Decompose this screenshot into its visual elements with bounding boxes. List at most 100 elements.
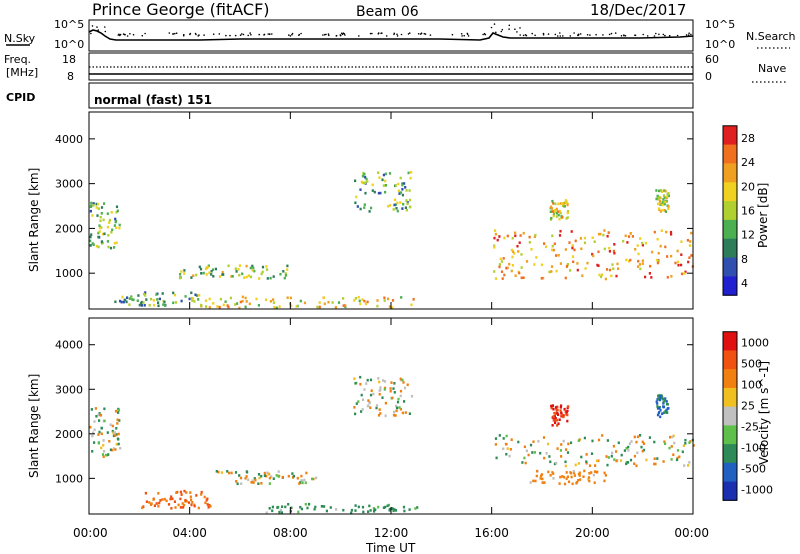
- range-gate-cell: [374, 508, 377, 511]
- x-tick-label: 00:00: [674, 526, 709, 540]
- range-gate-cell: [676, 260, 680, 264]
- range-gate-cell: [375, 404, 379, 407]
- range-gate-cell: [683, 272, 686, 275]
- range-gate-cell: [619, 459, 623, 462]
- nsearch-point: [610, 32, 613, 35]
- colorbar-segment: [723, 481, 737, 501]
- range-gate-cell: [240, 482, 243, 485]
- range-gate-cell: [514, 274, 517, 277]
- range-gate-cell: [557, 210, 560, 213]
- range-gate-cell: [206, 265, 209, 269]
- range-gate-cell: [603, 471, 606, 475]
- range-gate-cell: [100, 226, 103, 229]
- colorbar-tick-label: 500: [741, 357, 762, 370]
- range-gate-cell: [234, 471, 238, 474]
- range-gate-cell: [323, 505, 326, 508]
- colorbar-segment: [723, 387, 737, 408]
- nsearch-point: [126, 35, 129, 37]
- range-gate-cell: [102, 455, 105, 458]
- time-axis: 00:00 04:00 08:00 12:00 16:00 20:00 00:00: [73, 112, 709, 540]
- range-gate-cell: [97, 235, 100, 239]
- nsky-panel: N.Sky 10^5 10^0 10^5 10^0 N.Search: [4, 18, 796, 52]
- range-gate-cell: [554, 210, 557, 214]
- range-gate-cell: [114, 434, 117, 437]
- range-gate-cell: [376, 299, 379, 302]
- range-gate-cell: [549, 474, 552, 477]
- range-gate-cell: [269, 300, 272, 303]
- range-gate-cell: [384, 505, 387, 509]
- colorbar-tick-label: 25: [741, 400, 755, 413]
- nave-tick-top: 60: [705, 53, 719, 66]
- range-gate-cell: [552, 472, 555, 475]
- range-gate-cell: [92, 202, 95, 205]
- range-gate-cell: [379, 191, 382, 195]
- nsearch-point: [577, 34, 579, 37]
- range-gate-cell: [499, 257, 502, 261]
- nsearch-point: [482, 33, 484, 36]
- range-gate-cell: [260, 482, 263, 485]
- range-gate-cell: [601, 434, 604, 437]
- range-gate-cell: [595, 471, 598, 474]
- nsearch-point: [242, 33, 245, 36]
- range-gate-cell: [655, 400, 658, 404]
- nsearch-point: [573, 32, 575, 34]
- nsearch-point: [122, 33, 125, 35]
- range-gate-cell: [520, 253, 523, 256]
- nsearch-point: [198, 34, 200, 36]
- range-gate-cell: [191, 299, 194, 302]
- range-gate-cell: [193, 300, 196, 303]
- range-gate-cell: [350, 511, 353, 515]
- range-gate-cell: [279, 508, 283, 512]
- range-gate-cell: [555, 211, 559, 215]
- range-gate-cell: [641, 243, 644, 247]
- range-gate-cell: [100, 432, 103, 436]
- range-gate-cell: [384, 172, 387, 176]
- nsearch-point: [562, 35, 564, 37]
- x-tick-label: 20:00: [575, 526, 610, 540]
- range-gate-cell: [663, 189, 666, 192]
- range-gate-cell: [179, 490, 182, 494]
- range-gate-cell: [541, 481, 544, 484]
- range-gate-cell: [552, 202, 555, 205]
- range-gate-cell: [566, 451, 570, 454]
- range-gate-cell: [118, 223, 121, 227]
- range-gate-cell: [573, 471, 576, 475]
- range-gate-cell: [518, 241, 521, 244]
- range-gate-cell: [89, 239, 92, 243]
- range-gate-cell: [238, 306, 241, 310]
- range-gate-cell: [552, 210, 555, 213]
- range-gate-cell: [656, 407, 660, 410]
- y-tick-label: 3000: [55, 383, 83, 396]
- range-gate-cell: [389, 204, 392, 207]
- range-gate-cell: [493, 270, 496, 273]
- range-gate-cell: [557, 254, 560, 257]
- range-gate-cell: [682, 444, 685, 447]
- range-gate-cell: [401, 193, 404, 197]
- range-gate-cell: [377, 377, 380, 380]
- range-gate-cell: [278, 305, 281, 308]
- range-gate-cell: [627, 449, 630, 452]
- range-gate-cell: [245, 300, 248, 303]
- range-gate-cell: [665, 408, 668, 412]
- colorbar-frame: [722, 331, 738, 501]
- range-gate-cell: [173, 500, 176, 503]
- range-gate-cell: [251, 264, 254, 268]
- range-gate-cell: [245, 275, 248, 279]
- range-gate-cell: [236, 302, 239, 305]
- range-gate-cell: [506, 447, 509, 450]
- range-gate-cell: [357, 295, 360, 299]
- range-gate-cell: [626, 461, 630, 464]
- range-gate-cell: [664, 442, 667, 445]
- range-gate-cell: [394, 414, 397, 417]
- nsearch-point: [129, 33, 131, 35]
- range-gate-cell: [404, 411, 407, 414]
- range-gate-cell: [670, 254, 673, 258]
- range-gate-cell: [570, 475, 573, 479]
- range-gate-cell: [115, 205, 119, 209]
- range-gate-cell: [670, 275, 673, 278]
- range-gate-cell: [533, 451, 536, 454]
- range-gate-cell: [556, 412, 559, 415]
- range-gate-cell: [406, 383, 409, 387]
- range-gate-cell: [554, 417, 557, 420]
